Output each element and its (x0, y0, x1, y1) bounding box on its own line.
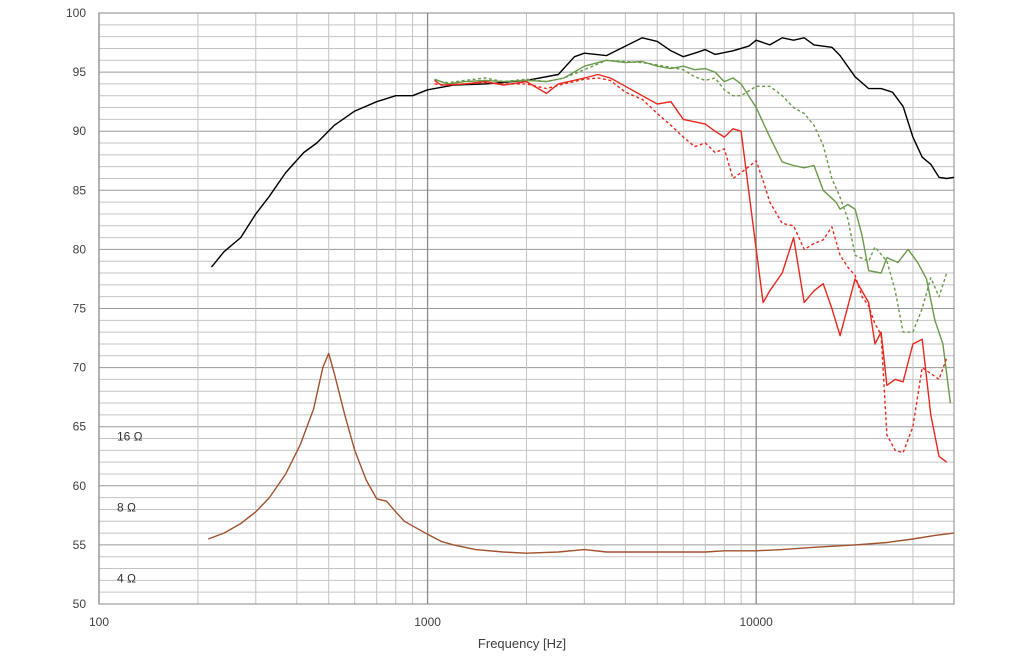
y-tick-label: 95 (73, 65, 87, 79)
series-line-3 (434, 59, 948, 333)
x-axis-label: Frequency [Hz] (478, 636, 566, 651)
plot-border (98, 12, 955, 605)
x-tick-label: 100 (89, 615, 109, 629)
grid (98, 12, 955, 605)
series-line-4 (434, 73, 948, 463)
impedance-label: 8 Ω (117, 500, 136, 514)
y-tick-label: 65 (73, 420, 87, 434)
x-tick-label: 1000 (414, 615, 441, 629)
impedance-label: 4 Ω (117, 571, 136, 585)
y-tick-label: 70 (73, 361, 87, 375)
plot-frame (98, 12, 955, 605)
y-tick-label: 75 (73, 302, 87, 316)
y-tick-label: 50 (73, 597, 87, 611)
series-line-2 (434, 59, 952, 404)
y-tick-labels: 50 55 60 65 70 75 80 85 90 95 100 (66, 6, 86, 611)
y-tick-label: 90 (73, 124, 87, 138)
y-tick-label: 85 (73, 183, 87, 197)
y-tick-label: 55 (73, 538, 87, 552)
series-group (207, 37, 955, 554)
series-line-6 (207, 352, 955, 554)
y-tick-label: 60 (73, 479, 87, 493)
series-line-1 (210, 37, 955, 268)
y-tick-label: 80 (73, 242, 87, 256)
x-tick-label: 10000 (739, 615, 773, 629)
y-tick-label: 100 (66, 6, 86, 20)
impedance-label: 16 Ω (117, 429, 143, 443)
x-tick-labels: 100 1000 10000 (89, 615, 773, 629)
series-line-5 (434, 77, 948, 454)
impedance-labels: 16 Ω 8 Ω 4 Ω (117, 429, 143, 585)
